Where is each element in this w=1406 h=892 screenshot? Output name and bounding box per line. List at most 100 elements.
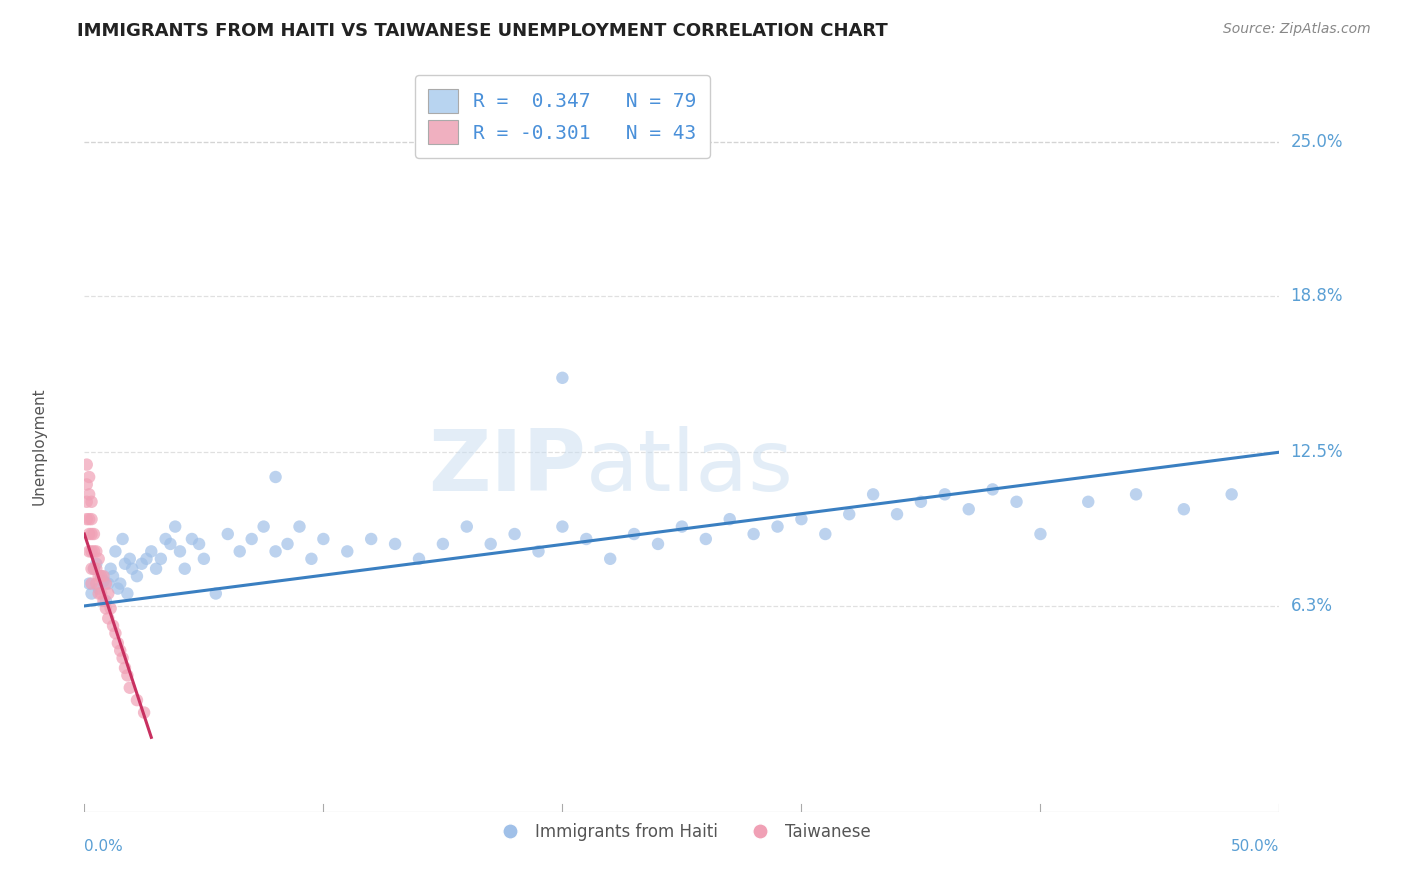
Point [312, 532, 335, 546]
Point [100, 562, 122, 576]
Point [86, 576, 108, 591]
Point [862, 487, 884, 501]
Point [159, 537, 181, 551]
Point [86, 562, 108, 576]
Point [551, 519, 574, 533]
Point [104, 544, 127, 558]
Point [981, 483, 1004, 497]
Text: 25.0%: 25.0% [1291, 133, 1343, 152]
Point [934, 487, 956, 501]
Point [1005, 495, 1028, 509]
Point [384, 537, 406, 551]
Point [181, 532, 204, 546]
Point [145, 562, 167, 576]
Point [83, 544, 105, 558]
Point [93, 569, 115, 583]
Point [169, 544, 191, 558]
Point [101, 569, 124, 583]
Point [111, 651, 134, 665]
Point [695, 532, 717, 546]
Point [910, 495, 932, 509]
Point [623, 527, 645, 541]
Point [288, 519, 311, 533]
Text: ZIP: ZIP [429, 426, 586, 509]
Point [114, 661, 136, 675]
Point [87, 586, 110, 600]
Text: 12.5%: 12.5% [1291, 443, 1343, 461]
Point [599, 551, 621, 566]
Point [76, 495, 98, 509]
Point [886, 507, 908, 521]
Point [87, 582, 110, 596]
Point [83, 527, 105, 541]
Point [77, 576, 100, 591]
Point [336, 544, 359, 558]
Point [83, 562, 105, 576]
Point [101, 619, 124, 633]
Point [80, 576, 103, 591]
Point [107, 582, 129, 596]
Point [97, 576, 120, 591]
Point [132, 706, 156, 720]
Point [264, 544, 287, 558]
Point [671, 519, 693, 533]
Point [1220, 487, 1243, 501]
Point [80, 562, 103, 576]
Point [838, 507, 860, 521]
Point [188, 537, 211, 551]
Text: IMMIGRANTS FROM HAITI VS TAIWANESE UNEMPLOYMENT CORRELATION CHART: IMMIGRANTS FROM HAITI VS TAIWANESE UNEMP… [77, 22, 889, 40]
Point [125, 693, 148, 707]
Point [575, 532, 598, 546]
Point [253, 519, 276, 533]
Point [165, 519, 187, 533]
Point [97, 586, 120, 600]
Point [432, 537, 454, 551]
Point [83, 562, 105, 576]
Point [551, 371, 574, 385]
Point [80, 544, 103, 558]
Text: 0.0%: 0.0% [84, 839, 124, 855]
Point [790, 512, 813, 526]
Point [110, 643, 132, 657]
Point [217, 527, 239, 541]
Point [76, 477, 98, 491]
Point [76, 512, 98, 526]
Point [100, 601, 122, 615]
Point [77, 487, 100, 501]
Point [93, 594, 115, 608]
Point [77, 512, 100, 526]
Point [118, 681, 141, 695]
Point [1077, 495, 1099, 509]
Point [131, 557, 153, 571]
Point [1029, 527, 1052, 541]
Point [742, 527, 765, 541]
Point [117, 586, 139, 600]
Point [90, 569, 112, 583]
Point [1173, 502, 1195, 516]
Point [117, 668, 139, 682]
Point [408, 551, 430, 566]
Point [264, 470, 287, 484]
Point [110, 576, 132, 591]
Point [80, 512, 103, 526]
Point [229, 544, 252, 558]
Text: 50.0%: 50.0% [1232, 839, 1279, 855]
Point [111, 532, 134, 546]
Point [503, 527, 526, 541]
Point [118, 551, 141, 566]
Point [125, 569, 148, 583]
Point [90, 569, 112, 583]
Point [240, 532, 263, 546]
Point [205, 586, 228, 600]
Point [76, 458, 98, 472]
Point [766, 519, 789, 533]
Text: 18.8%: 18.8% [1291, 287, 1343, 305]
Point [104, 626, 127, 640]
Point [301, 551, 323, 566]
Point [77, 544, 100, 558]
Text: Unemployment: Unemployment [31, 387, 46, 505]
Point [87, 569, 110, 583]
Point [814, 527, 837, 541]
Point [456, 519, 478, 533]
Point [90, 586, 112, 600]
